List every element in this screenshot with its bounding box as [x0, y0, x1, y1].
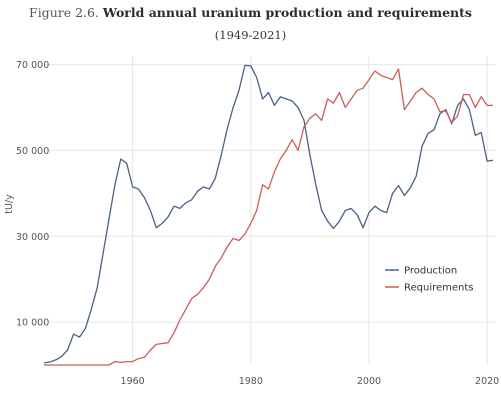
- figure-number: Figure 2.6.: [29, 5, 99, 20]
- y-tick-label: 70 000: [16, 60, 49, 71]
- legend: Production Requirements: [385, 266, 474, 294]
- gridlines: [44, 56, 496, 365]
- x-tick-label: 2000: [357, 376, 381, 387]
- y-tick-label: 10 000: [16, 318, 49, 329]
- legend-label: Production: [404, 266, 457, 277]
- axes: 10 000 30 000 50 000 70 000 1960 1980 2000 2020…: [4, 60, 499, 387]
- series-line-production: [43, 64, 494, 364]
- x-tick-label: 2020: [475, 376, 499, 387]
- y-tick-label: 50 000: [16, 146, 49, 157]
- chart-title: Figure 2.6. World annual uranium product…: [0, 5, 501, 20]
- x-tick-label: 1960: [121, 376, 145, 387]
- chart-title-block: Figure 2.6. World annual uranium product…: [0, 0, 501, 42]
- series-line-requirements: [44, 68, 493, 366]
- chart-subtitle: (1949-2021): [214, 28, 287, 42]
- y-tick-label: 30 000: [16, 232, 49, 243]
- series-lines: [43, 64, 494, 366]
- legend-label: Requirements: [404, 283, 474, 294]
- y-axis-label: tU/y: [4, 194, 15, 214]
- figure-title: World annual uranium production and requ…: [102, 5, 472, 20]
- x-tick-label: 1980: [239, 376, 263, 387]
